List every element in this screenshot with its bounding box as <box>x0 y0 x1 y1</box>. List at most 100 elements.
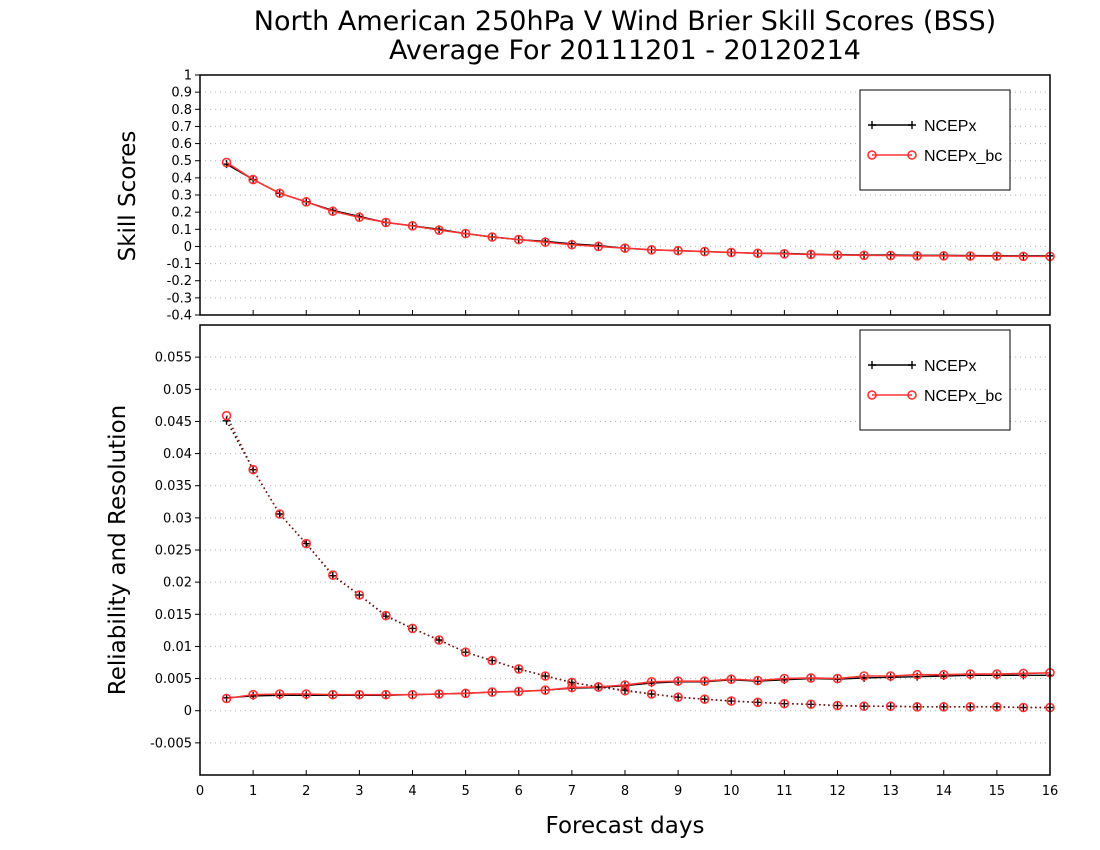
x-tick-label: 6 <box>515 784 523 799</box>
data-point-circle <box>434 635 444 645</box>
data-point-plus <box>249 465 258 474</box>
legend-marker <box>867 390 877 400</box>
x-tick-label: 5 <box>461 784 469 799</box>
x-tick-label: 13 <box>882 784 899 799</box>
data-point-circle <box>885 250 896 261</box>
data-point-circle <box>513 686 524 697</box>
data-point-circle <box>806 699 816 710</box>
data-point-circle <box>859 671 869 681</box>
y-axis-label: Skill Scores <box>115 131 141 262</box>
y-tick-label: 0.4 <box>171 171 192 186</box>
data-point-circle <box>1018 251 1029 262</box>
data-point-circle <box>460 688 471 699</box>
data-point-circle <box>753 248 763 259</box>
data-point-circle <box>301 197 312 207</box>
y-tick-label: -0.3 <box>167 291 192 306</box>
data-point-circle <box>806 249 816 260</box>
data-point-circle <box>726 674 737 685</box>
plot-frame <box>199 74 1051 316</box>
data-point-circle <box>407 689 418 700</box>
data-point-circle <box>328 570 338 580</box>
data-point-circle <box>779 698 790 709</box>
y-tick-label: 0.7 <box>171 120 192 135</box>
series-line <box>225 420 1050 709</box>
x-tick-label: 8 <box>621 784 629 799</box>
data-point-circle <box>301 538 312 549</box>
data-point-plus <box>488 656 497 665</box>
x-tick-label: 12 <box>829 784 846 799</box>
data-point-circle <box>965 669 976 679</box>
data-point-circle <box>248 689 258 700</box>
data-point-circle <box>248 464 258 475</box>
data-point-circle <box>540 685 551 695</box>
data-point-circle <box>779 673 790 684</box>
data-point-circle <box>434 225 444 235</box>
data-point-circle <box>673 692 683 703</box>
data-point-circle <box>726 696 737 706</box>
x-tick-label: 10 <box>723 784 740 799</box>
data-point-circle <box>460 228 471 239</box>
data-point-circle <box>726 247 737 258</box>
data-point-circle <box>407 623 418 634</box>
y-tick-label: 0.03 <box>163 511 192 526</box>
data-point-circle <box>832 673 843 684</box>
data-point-plus <box>860 702 869 711</box>
data-point-circle <box>221 157 232 168</box>
data-point-circle <box>673 245 683 256</box>
data-point-circle <box>938 251 949 261</box>
bss-panel: 1 0.9 0.8 0.7 0.6 0.5 0.4 0.3 0.2 0.1 0 -0.1 -0.2 -0.… <box>115 69 1055 324</box>
data-point-circle <box>274 689 285 699</box>
data-point-circle <box>460 647 471 658</box>
y-tick-label: 0 <box>184 704 192 719</box>
data-point-circle <box>832 250 843 260</box>
data-point-circle <box>434 689 444 699</box>
data-point-circle <box>354 689 365 700</box>
data-point-plus <box>275 510 284 518</box>
data-point-circle <box>912 702 922 712</box>
data-point-circle <box>354 212 365 223</box>
data-point-circle <box>540 237 551 247</box>
legend-box <box>859 89 1011 191</box>
data-point-circle <box>938 669 949 680</box>
legend-label: NCEPx_bc <box>924 148 1002 165</box>
y-tick-label: 0.04 <box>163 447 192 462</box>
data-point-circle <box>274 509 285 519</box>
y-tick-label: 0.5 <box>171 154 192 169</box>
data-point-circle <box>885 671 896 681</box>
x-tick-label: 15 <box>989 784 1006 799</box>
data-point-circle <box>407 221 418 231</box>
x-tick-label: 14 <box>935 784 952 799</box>
x-tick-label: 4 <box>408 784 416 799</box>
data-point-circle <box>859 701 869 712</box>
reliability-resolution-panel: 0.055 0.05 0.045 0.04 0.035 0.03 0.025 0.02 0.01… <box>105 324 1058 799</box>
y-tick-label: 0 <box>184 240 192 255</box>
x-tick-label: 2 <box>302 784 310 799</box>
legend-label: NCEPx <box>924 358 976 375</box>
data-point-circle <box>381 610 391 621</box>
data-point-circle <box>992 702 1002 712</box>
data-point-circle <box>274 188 285 199</box>
data-point-circle <box>673 676 683 686</box>
x-tick-label: 3 <box>355 784 363 799</box>
y-tick-label: 0.055 <box>155 351 192 366</box>
data-point-circle <box>567 239 577 250</box>
y-tick-label: 0.6 <box>171 137 192 152</box>
data-point-circle <box>328 206 338 217</box>
data-point-circle <box>992 669 1002 679</box>
y-tick-label: 0.9 <box>171 86 192 101</box>
y-tick-label: -0.005 <box>150 736 192 751</box>
y-tick-label: 0.01 <box>163 640 192 655</box>
legend-marker <box>907 150 917 160</box>
legend-box <box>859 329 1011 431</box>
x-tick-label: 7 <box>568 784 576 799</box>
data-point-plus <box>302 539 311 548</box>
data-point-circle <box>699 676 710 686</box>
y-tick-label: 0.02 <box>163 576 192 591</box>
x-tick-label: 9 <box>674 784 682 799</box>
data-point-circle <box>699 246 710 257</box>
legend-label: NCEPx <box>924 118 976 135</box>
data-point-circle <box>965 702 976 712</box>
chart-title-line2: Average For 20111201 - 20120214 <box>389 35 861 66</box>
y-tick-label: 0.015 <box>155 608 192 623</box>
